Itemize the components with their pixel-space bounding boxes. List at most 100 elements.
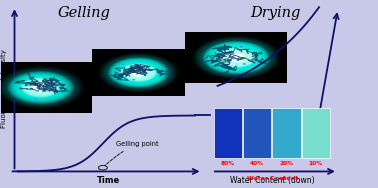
Circle shape	[123, 65, 154, 80]
Circle shape	[16, 75, 65, 100]
Circle shape	[101, 54, 176, 91]
Text: Drying: Drying	[251, 6, 301, 20]
Circle shape	[6, 70, 75, 105]
Text: 20%: 20%	[279, 161, 293, 166]
Circle shape	[31, 83, 51, 92]
Circle shape	[209, 44, 264, 71]
Circle shape	[32, 83, 50, 92]
Circle shape	[107, 57, 170, 88]
Bar	[273, 108, 301, 158]
Circle shape	[129, 67, 149, 78]
Bar	[214, 108, 242, 158]
Circle shape	[0, 67, 83, 108]
Circle shape	[203, 41, 270, 74]
Circle shape	[36, 85, 45, 90]
Circle shape	[221, 50, 252, 65]
Circle shape	[218, 49, 254, 66]
Circle shape	[22, 78, 60, 97]
Circle shape	[0, 66, 84, 109]
Circle shape	[5, 70, 76, 105]
Circle shape	[198, 38, 275, 77]
Circle shape	[108, 57, 169, 88]
Circle shape	[8, 71, 74, 104]
Circle shape	[126, 67, 151, 79]
Circle shape	[15, 75, 66, 100]
Bar	[302, 108, 330, 158]
Circle shape	[24, 79, 57, 96]
Circle shape	[231, 55, 242, 60]
Circle shape	[198, 39, 274, 76]
Circle shape	[105, 56, 172, 89]
Circle shape	[113, 60, 164, 85]
Circle shape	[26, 84, 30, 86]
Text: Water Content: Water Content	[247, 176, 298, 181]
Circle shape	[99, 53, 178, 92]
Circle shape	[19, 77, 63, 99]
Circle shape	[9, 71, 73, 103]
Circle shape	[210, 44, 263, 71]
Circle shape	[200, 39, 273, 76]
Circle shape	[37, 86, 44, 89]
Circle shape	[208, 43, 265, 72]
Circle shape	[212, 45, 261, 70]
Circle shape	[124, 65, 153, 80]
Circle shape	[26, 80, 55, 95]
Circle shape	[106, 56, 171, 89]
Circle shape	[121, 64, 124, 65]
Circle shape	[112, 59, 165, 86]
Circle shape	[111, 59, 166, 86]
Text: Gelling: Gelling	[57, 6, 110, 20]
Circle shape	[0, 67, 82, 108]
Circle shape	[222, 50, 251, 65]
Circle shape	[192, 36, 281, 80]
Circle shape	[116, 61, 161, 84]
Circle shape	[136, 71, 142, 74]
Circle shape	[14, 74, 67, 101]
Circle shape	[23, 79, 59, 96]
Circle shape	[29, 81, 53, 93]
Circle shape	[130, 68, 147, 77]
Circle shape	[133, 70, 144, 75]
Circle shape	[20, 77, 62, 98]
Text: 40%: 40%	[250, 161, 264, 166]
Circle shape	[25, 80, 56, 95]
Circle shape	[33, 84, 49, 91]
Circle shape	[223, 51, 249, 64]
Circle shape	[206, 43, 266, 73]
FancyBboxPatch shape	[0, 62, 92, 113]
Circle shape	[202, 41, 271, 75]
Circle shape	[2, 68, 80, 107]
Circle shape	[132, 70, 145, 76]
Circle shape	[195, 37, 277, 78]
Circle shape	[117, 69, 120, 70]
Circle shape	[129, 68, 148, 77]
Circle shape	[143, 67, 146, 69]
Circle shape	[17, 76, 64, 99]
Circle shape	[225, 52, 248, 63]
Circle shape	[229, 54, 244, 61]
Circle shape	[243, 63, 246, 65]
Circle shape	[232, 55, 241, 60]
Circle shape	[230, 54, 243, 61]
Circle shape	[34, 84, 48, 91]
Circle shape	[228, 53, 245, 62]
Circle shape	[197, 38, 276, 77]
Circle shape	[226, 53, 246, 63]
Circle shape	[118, 62, 159, 83]
Circle shape	[132, 79, 135, 80]
Circle shape	[4, 69, 77, 106]
Circle shape	[240, 46, 243, 48]
Circle shape	[193, 36, 280, 79]
Circle shape	[10, 72, 72, 103]
Circle shape	[30, 82, 52, 93]
FancyBboxPatch shape	[185, 32, 287, 83]
Circle shape	[121, 64, 156, 81]
Circle shape	[194, 37, 279, 79]
Circle shape	[214, 47, 259, 69]
Circle shape	[216, 48, 256, 67]
Circle shape	[232, 58, 235, 59]
Circle shape	[115, 61, 162, 84]
Circle shape	[3, 69, 79, 106]
Circle shape	[231, 53, 234, 54]
Circle shape	[234, 57, 239, 59]
